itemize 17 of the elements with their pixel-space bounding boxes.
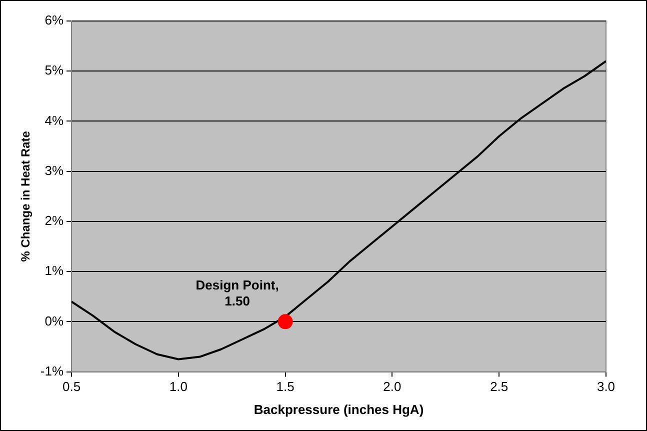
y-tick-label: 2% [44,213,64,228]
y-tick-label: -1% [40,363,64,378]
x-tick-label: 1.0 [169,379,188,394]
y-axis-title: % Change in Heat Rate [18,130,33,262]
x-tick-label: 3.0 [596,379,616,394]
x-tick-label: 2.5 [490,379,508,394]
x-tick-label: 0.5 [62,379,81,394]
y-tick-label: 0% [44,313,64,328]
y-tick-label: 6% [44,12,64,28]
y-tick-label: 4% [44,112,64,128]
x-tick-label: 2.0 [383,379,402,394]
annotation: Design Point, 1.50 [196,278,279,309]
y-tick-label: 5% [44,62,64,78]
y-tick-label: 1% [44,263,64,278]
y-tick-label: 3% [44,162,64,178]
x-tick-label: 1.5 [276,379,294,394]
x-axis-title: Backpressure (inches HgA) [254,402,424,417]
